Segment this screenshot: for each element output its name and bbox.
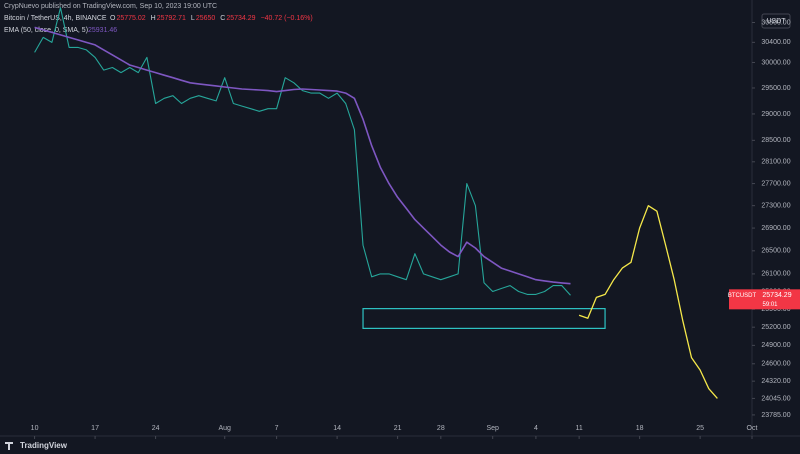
y-tick-label: 28500.00	[761, 137, 790, 144]
x-tick-label: Aug	[219, 425, 232, 432]
brand: TradingView	[20, 441, 68, 450]
projection-line	[578, 205, 718, 399]
y-tick-label: 25500.00	[761, 306, 790, 313]
ohlc-value: 25650	[196, 15, 216, 22]
x-tick-label: 25	[696, 425, 704, 432]
x-tick-label: 17	[91, 425, 99, 432]
currency-box	[761, 13, 791, 29]
ohlc-label: O	[110, 15, 116, 22]
x-tick-label: Oct	[747, 425, 758, 432]
y-tick-label: 23785.00	[761, 412, 790, 419]
y-tick-label: 24600.00	[761, 361, 790, 368]
y-tick-label: 24900.00	[761, 342, 790, 349]
ohlc-label: H	[151, 15, 156, 22]
x-tick-label: 21	[394, 425, 402, 432]
ema-line	[34, 26, 571, 285]
ohlc-label: L	[191, 15, 195, 22]
y-tick-label: 29500.00	[761, 85, 790, 92]
y-tick-label: 25200.00	[761, 324, 790, 331]
price-tag-value: 25734.29	[762, 292, 791, 299]
x-tick-label: 10	[31, 425, 39, 432]
ema-value: 25931.46	[88, 27, 117, 34]
price-tag-countdown: 59:01	[762, 302, 778, 308]
x-tick-label: 28	[437, 425, 445, 432]
price-tag-label: BTCUSDT	[728, 293, 757, 299]
brand-logo	[5, 442, 13, 450]
ohlc-value: 25792.71	[157, 15, 186, 22]
y-tick-label: 26100.00	[761, 271, 790, 278]
y-tick-label: 26900.00	[761, 225, 790, 232]
ohlc-value: 25734.29	[226, 15, 255, 22]
y-tick-label: 28100.00	[761, 159, 790, 166]
currency: USDT	[766, 18, 786, 25]
x-tick-label: 11	[575, 425, 582, 432]
y-tick-label: 24045.00	[761, 395, 790, 402]
y-tick-label: 27700.00	[761, 180, 790, 187]
y-tick-label: 30000.00	[761, 59, 790, 66]
price-tag-bg	[729, 289, 800, 310]
y-tick-label: 27300.00	[761, 203, 790, 210]
x-tick-label: 14	[333, 425, 341, 432]
price-line	[34, 7, 571, 296]
x-tick-label: Sep	[486, 425, 499, 432]
y-tick-label: 30800.00	[761, 19, 790, 26]
x-tick-label: 4	[534, 425, 538, 432]
ohlc-label: C	[220, 15, 225, 22]
y-tick-label: 30400.00	[761, 39, 790, 46]
x-tick-label: 18	[636, 425, 644, 432]
ohlc-value: 25775.02	[116, 15, 145, 22]
x-tick-label: 7	[275, 425, 279, 432]
change: −40.72 (−0.16%)	[261, 15, 313, 22]
y-tick-label: 26500.00	[761, 248, 790, 255]
publisher: CrypNuevo published on TradingView.com, …	[4, 3, 217, 10]
symbol: Bitcoin / TetherUS, 4h, BINANCE	[4, 15, 107, 22]
x-tick-label: 24	[152, 425, 160, 432]
support-zone	[362, 308, 606, 329]
y-tick-label: 24320.00	[761, 378, 790, 385]
y-tick-label: 29000.00	[761, 111, 790, 118]
